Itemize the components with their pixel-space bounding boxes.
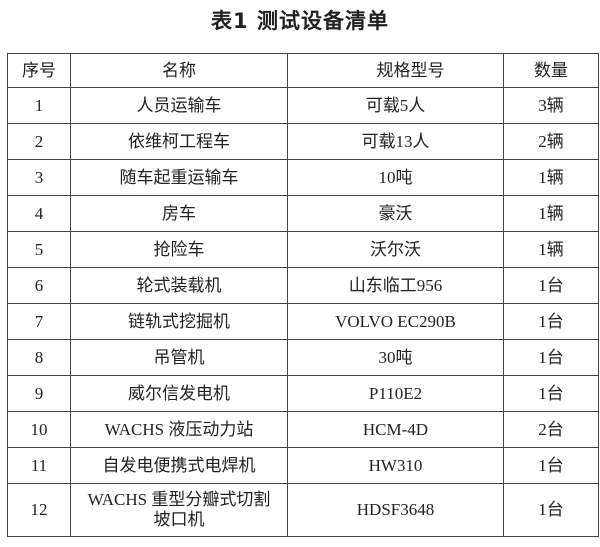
table-row: 10 WACHS 液压动力站 HCM-4D 2台 [7,411,599,448]
cell-quantity: 1台 [503,267,599,304]
header-index: 序号 [7,53,71,88]
cell-quantity: 1台 [503,447,599,484]
table-row: 11 自发电便携式电焊机 HW310 1台 [7,447,599,484]
cell-index: 10 [7,411,71,448]
table-row: 8 吊管机 30吨 1台 [7,339,599,376]
table-row: 6 轮式装载机 山东临工956 1台 [7,267,599,304]
cell-spec: 沃尔沃 [287,231,504,268]
cell-spec: 10吨 [287,159,504,196]
table-row: 5 抢险车 沃尔沃 1辆 [7,231,599,268]
cell-index: 5 [7,231,71,268]
cell-name: 吊管机 [70,339,288,376]
cell-index: 1 [7,87,71,124]
cell-index: 3 [7,159,71,196]
cell-name: WACHS 液压动力站 [70,411,288,448]
cell-index: 11 [7,447,71,484]
cell-quantity: 1台 [503,339,599,376]
cell-index: 12 [7,483,71,537]
cell-spec: 山东临工956 [287,267,504,304]
cell-index: 2 [7,123,71,160]
cell-quantity: 2辆 [503,123,599,160]
cell-index: 7 [7,303,71,340]
cell-name: WACHS 重型分瓣式切割坡口机 [70,483,288,537]
table-row: 1 人员运输车 可载5人 3辆 [7,87,599,124]
cell-quantity: 1辆 [503,195,599,232]
cell-quantity: 1辆 [503,159,599,196]
cell-index: 9 [7,375,71,412]
cell-name: 房车 [70,195,288,232]
cell-name: 自发电便携式电焊机 [70,447,288,484]
cell-spec: 可载13人 [287,123,504,160]
cell-quantity: 3辆 [503,87,599,124]
header-spec: 规格型号 [287,53,504,88]
cell-spec: P110E2 [287,375,504,412]
cell-quantity: 2台 [503,411,599,448]
cell-spec: HCM-4D [287,411,504,448]
cell-quantity: 1台 [503,483,599,537]
cell-spec: 可载5人 [287,87,504,124]
cell-name: 威尔信发电机 [70,375,288,412]
cell-name: 链轨式挖掘机 [70,303,288,340]
cell-quantity: 1辆 [503,231,599,268]
cell-spec: 30吨 [287,339,504,376]
cell-spec: 豪沃 [287,195,504,232]
cell-spec: HDSF3648 [287,483,504,537]
equipment-table: 序号 名称 规格型号 数量 1 人员运输车 可载5人 3辆 2 依维柯工程车 可载13人 2辆… [7,53,599,537]
cell-quantity: 1台 [503,303,599,340]
cell-quantity: 1台 [503,375,599,412]
table-row: 9 威尔信发电机 P110E2 1台 [7,375,599,412]
table-row: 12 WACHS 重型分瓣式切割坡口机 HDSF3648 1台 [7,483,599,537]
table-title: 表1 测试设备清单 [211,9,389,33]
cell-spec: VOLVO EC290B [287,303,504,340]
table-row: 3 随车起重运输车 10吨 1辆 [7,159,599,196]
cell-name: 人员运输车 [70,87,288,124]
table-row: 7 链轨式挖掘机 VOLVO EC290B 1台 [7,303,599,340]
cell-name: 随车起重运输车 [70,159,288,196]
cell-name: 抢险车 [70,231,288,268]
cell-spec: HW310 [287,447,504,484]
table-row: 4 房车 豪沃 1辆 [7,195,599,232]
header-quantity: 数量 [503,53,599,88]
cell-name: 轮式装载机 [70,267,288,304]
cell-index: 6 [7,267,71,304]
table-header-row: 序号 名称 规格型号 数量 [7,53,599,88]
header-name: 名称 [70,53,288,88]
cell-index: 4 [7,195,71,232]
table-row: 2 依维柯工程车 可载13人 2辆 [7,123,599,160]
cell-name: 依维柯工程车 [70,123,288,160]
cell-index: 8 [7,339,71,376]
